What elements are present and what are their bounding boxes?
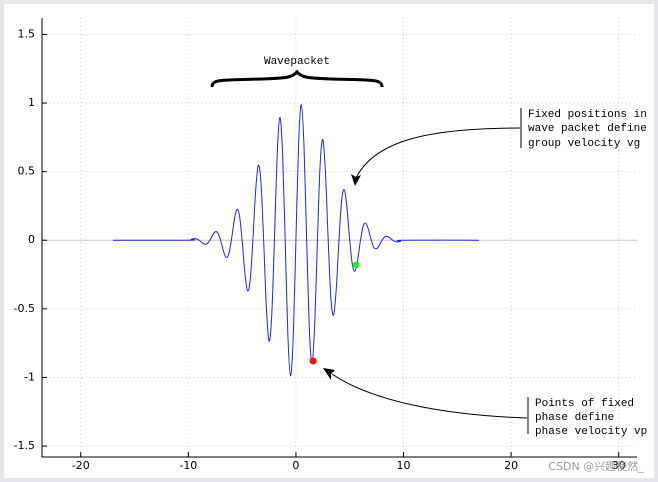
y-tick-label: 0 [28, 233, 35, 246]
group-label: group velocity vg [528, 138, 640, 150]
phase-label: Points of fixed [535, 398, 634, 410]
y-tick-label: 1 [28, 96, 35, 109]
y-tick-label: -0.5 [14, 302, 35, 315]
group-label: Fixed positions in [528, 109, 647, 121]
y-tick-label: 1.5 [18, 27, 36, 40]
y-tick-label: 0.5 [18, 165, 36, 178]
axes: -1.5 -1 -0.5 0 0.5 1 1.5 -20 -10 0 10 20 30 [14, 27, 626, 472]
group-label: wave packet define [528, 123, 647, 135]
panel [4, 4, 654, 478]
watermark: CSDN @兴趣使然_ [548, 459, 644, 473]
arrow-head [323, 368, 335, 380]
phase-point [309, 357, 317, 365]
arrow [355, 127, 521, 179]
wavepacket-label: Wavepacket [264, 56, 330, 68]
x-tick-label: 10 [397, 459, 411, 472]
plot [113, 104, 479, 377]
brace [210, 69, 384, 88]
x-tick-label: 30 [612, 459, 626, 472]
x-tick-label: 20 [504, 459, 518, 472]
phase-point [352, 261, 360, 269]
arrow [331, 373, 528, 419]
wave-line [113, 104, 479, 377]
x-tick-label: 0 [292, 459, 299, 472]
arrow-head [351, 174, 361, 186]
x-tick-label: -20 [72, 459, 90, 472]
y-tick-label: -1.5 [14, 439, 35, 452]
phase-label: phase velocity vp [535, 426, 647, 438]
x-tick-label: -10 [179, 459, 197, 472]
phase-label: phase define [535, 412, 614, 424]
y-tick-label: -1 [24, 370, 35, 383]
